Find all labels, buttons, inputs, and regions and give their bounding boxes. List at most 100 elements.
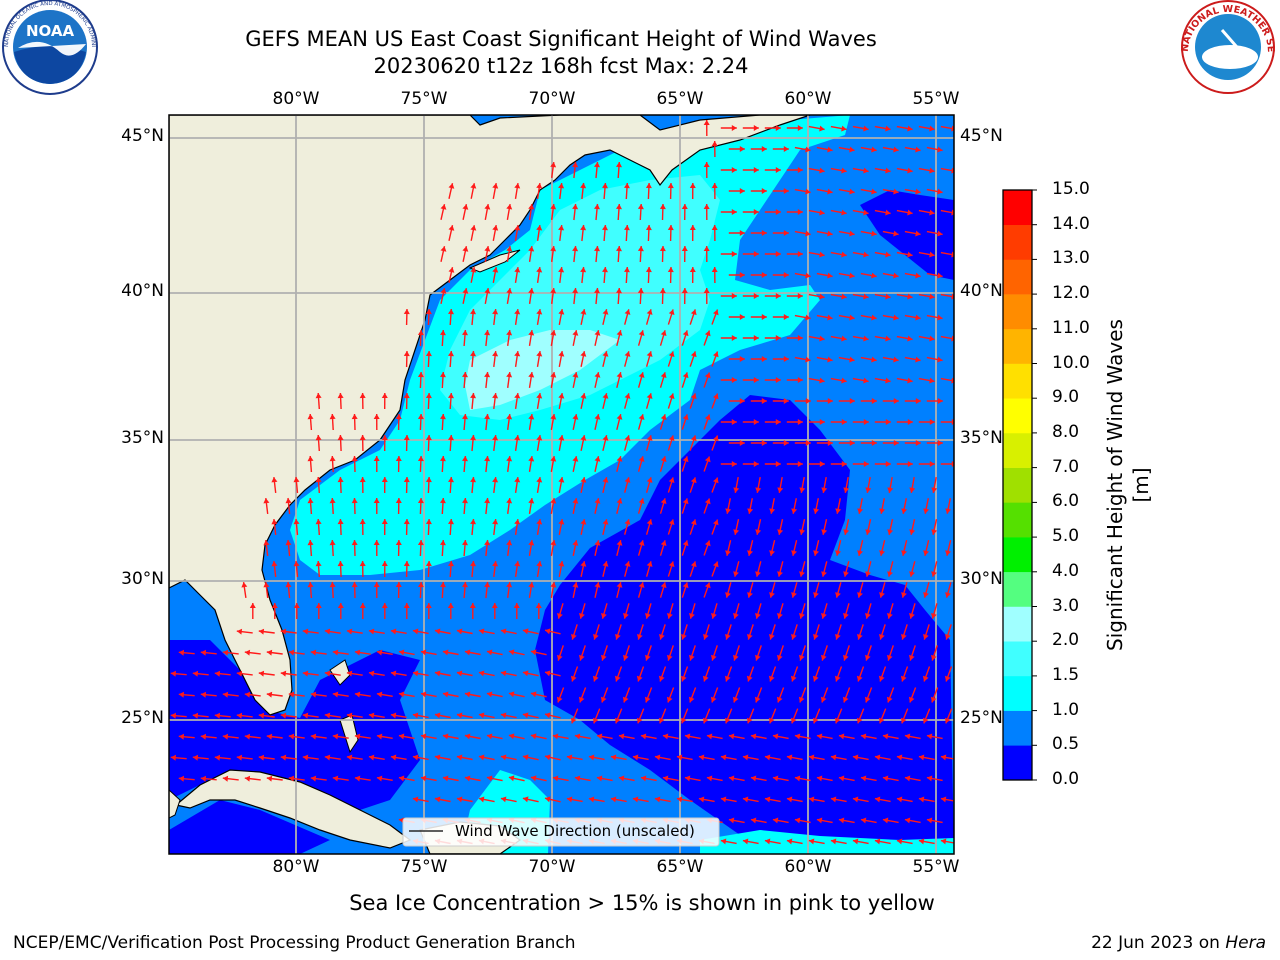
wind-wave-arrowhead (470, 225, 477, 231)
wind-wave-arrowhead (592, 675, 599, 682)
wind-wave-arrowhead (464, 649, 471, 656)
wind-wave-arrowhead (624, 435, 631, 441)
wind-wave-arrowhead (805, 356, 811, 363)
wind-wave-arrowhead (448, 477, 454, 483)
wind-wave-arrowhead (878, 717, 885, 724)
wind-wave-arrowhead (865, 571, 871, 577)
wind-wave-arrowhead (860, 817, 867, 824)
wind-wave-arrowhead (915, 440, 921, 446)
wind-wave-arrowhead (469, 603, 476, 608)
wind-wave-arrowhead (403, 309, 410, 315)
wind-wave-arrowhead (805, 230, 811, 237)
wind-wave-arrowhead (271, 477, 278, 483)
wind-wave-arrowhead (725, 550, 731, 556)
wind-wave-arrowhead (572, 246, 579, 252)
yucatan (169, 789, 181, 819)
wind-wave-arrowhead (882, 817, 889, 824)
wind-wave-arrowhead (484, 540, 491, 546)
wind-wave-arrowhead (470, 561, 476, 567)
wind-wave-arrowhead (878, 675, 885, 682)
wind-wave-arrowhead (470, 267, 477, 273)
wind-wave-arrowhead (464, 733, 471, 740)
wind-wave-arrowhead (508, 649, 515, 656)
wind-wave-arrowhead (676, 754, 683, 761)
wind-wave-arrowhead (580, 561, 587, 567)
wind-wave-arrowhead (783, 272, 789, 278)
wind-wave-arrowhead (945, 634, 951, 640)
noaa-logo: NOAA NATIONAL OCEANIC AND ATMOSPHERIC AD… (0, 0, 98, 95)
wind-wave-arrowhead (702, 675, 709, 682)
wind-wave-arrowhead (214, 754, 221, 761)
wind-wave-arrowhead (315, 477, 322, 483)
wind-wave-arrowhead (594, 330, 601, 336)
wind-wave-arrowhead (442, 691, 449, 698)
wind-wave-arrowhead (896, 796, 903, 803)
colorbar-tick-label: 3.0 (1052, 595, 1080, 616)
wind-wave-arrowhead (285, 582, 292, 588)
wind-wave-arrowhead (777, 654, 783, 661)
wind-wave-arrowhead (178, 733, 185, 740)
colorbar-tick-label: 5.0 (1052, 526, 1080, 547)
wind-wave-arrowhead (791, 550, 797, 556)
wind-wave-arrowhead (192, 712, 199, 719)
wind-wave-arrowhead (440, 582, 446, 588)
wind-wave-arrowhead (930, 696, 937, 703)
wind-wave-arrowhead (904, 733, 911, 740)
wind-wave-arrowhead (645, 225, 652, 231)
wind-wave-arrowhead (753, 461, 759, 467)
wind-wave-arrowhead (805, 440, 811, 446)
wind-wave-arrowhead (624, 519, 631, 525)
wind-wave-arrowhead (808, 838, 815, 845)
wind-wave-arrowhead (901, 508, 908, 514)
wind-wave-arrowhead (871, 230, 877, 237)
wind-wave-arrowhead (258, 670, 265, 677)
colorbar-segment (1003, 328, 1032, 364)
wind-wave-arrowhead (602, 351, 609, 357)
wind-wave-arrowhead (689, 267, 696, 272)
wind-wave-arrowhead (588, 754, 595, 761)
wind-wave-arrowhead (689, 183, 696, 188)
wind-wave-arrowhead (885, 419, 891, 425)
wind-wave-arrowhead (550, 330, 557, 336)
colorbar-tick-label: 0.5 (1052, 734, 1080, 755)
wind-wave-arrowhead (750, 775, 757, 782)
wind-wave-arrowhead (937, 440, 943, 446)
wind-wave-arrowhead (645, 267, 652, 273)
wind-wave-arrowhead (849, 272, 855, 279)
wind-wave-arrowhead (711, 183, 718, 188)
wind-wave-arrowhead (315, 393, 322, 399)
wind-wave-arrowhead (841, 419, 847, 425)
wave-band-0-0-5-atlantic (535, 395, 954, 854)
wind-wave-arrowhead (733, 571, 739, 577)
wind-wave-arrowhead (492, 561, 499, 567)
wind-wave-arrowhead (470, 393, 476, 399)
wind-wave-arrowhead (492, 183, 499, 189)
wind-wave-arrowhead (448, 351, 454, 357)
wind-wave-arrowhead (857, 592, 863, 598)
wind-wave-arrowhead (681, 288, 688, 293)
cuba (174, 769, 412, 849)
wind-wave-arrowhead (440, 540, 446, 546)
wind-wave-arrowhead (646, 351, 653, 357)
wind-wave-arrowhead (731, 125, 737, 131)
wind-wave-arrowhead (838, 775, 845, 782)
wind-wave-arrowhead (871, 188, 877, 195)
wind-wave-arrowhead (610, 796, 617, 803)
wind-wave-arrowhead (706, 733, 713, 740)
wind-wave-arrowhead (871, 440, 877, 446)
wind-wave-arrowhead (558, 183, 565, 189)
wind-wave-arrowhead (777, 571, 783, 577)
wind-wave-arrowhead (462, 498, 468, 504)
wind-wave-arrowhead (907, 167, 913, 174)
wind-wave-arrowhead (835, 634, 841, 640)
wind-wave-arrowhead (638, 540, 645, 546)
wind-wave-arrowhead (864, 696, 871, 703)
wind-wave-arrowhead (448, 225, 455, 231)
wind-wave-arrowhead (886, 696, 893, 703)
wind-wave-arrowhead (841, 335, 847, 342)
wind-wave-arrowhead (764, 754, 771, 761)
wind-wave-arrowhead (572, 162, 579, 168)
wind-wave-arrowhead (528, 288, 535, 294)
wind-wave-arrowhead (813, 634, 819, 640)
wind-wave-arrowhead (222, 733, 229, 740)
